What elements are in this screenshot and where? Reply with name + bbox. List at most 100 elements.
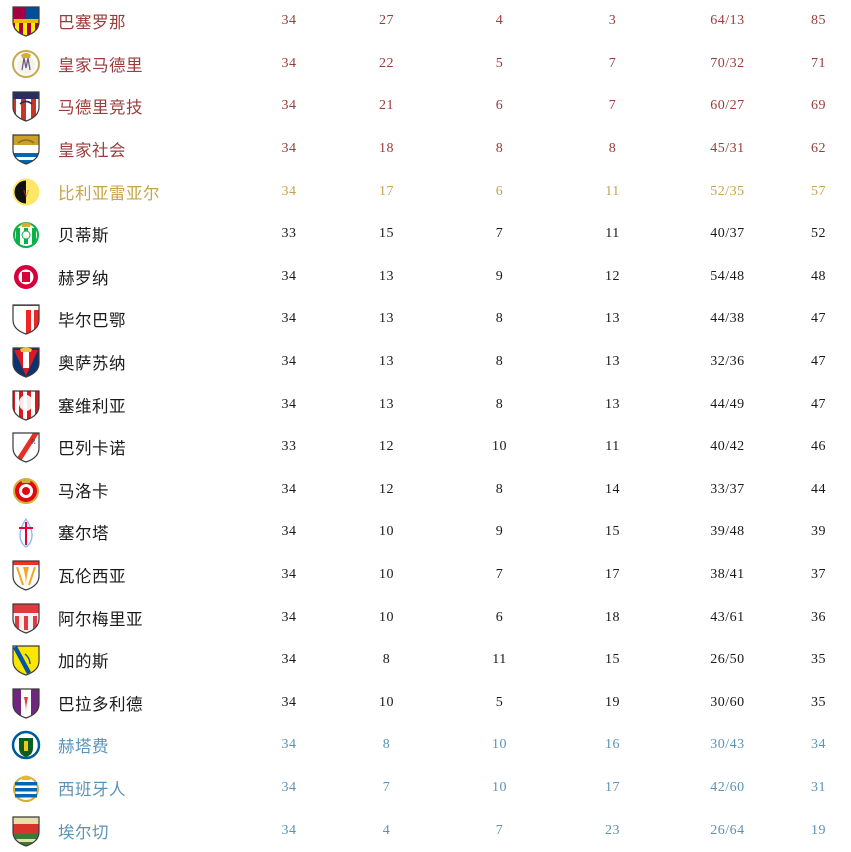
cell-lost: 12	[605, 268, 620, 284]
cell-goals: 38/41	[710, 567, 745, 583]
cell-won: 17	[379, 183, 394, 199]
team-name[interactable]: 奥萨苏纳	[58, 355, 126, 374]
cell-won: 13	[379, 311, 394, 327]
cell-points: 69	[811, 98, 826, 114]
cell-points: 62	[811, 141, 826, 157]
cell-played: 34	[281, 396, 297, 412]
cell-points: 47	[811, 311, 826, 327]
cell-won: 8	[382, 652, 391, 668]
table-row[interactable]: 赫罗纳 34 13 9 12 54/48 48	[0, 256, 851, 299]
team-name[interactable]: 毕尔巴鄂	[58, 312, 126, 331]
cell-played: 34	[281, 737, 297, 753]
cell-played: 34	[281, 652, 297, 668]
cell-points: 52	[811, 226, 826, 242]
team-name[interactable]: 赫塔费	[58, 738, 109, 757]
team-name[interactable]: 阿尔梅里亚	[58, 610, 143, 629]
table-row[interactable]: R 巴列卡诺 33 12 10 11 40/42 46	[0, 426, 851, 469]
cell-drawn: 6	[495, 609, 504, 625]
team-name[interactable]: 埃尔切	[58, 823, 109, 842]
team-name[interactable]: 马洛卡	[58, 482, 109, 501]
valencia-crest-icon	[0, 559, 52, 591]
table-row[interactable]: 奥萨苏纳 34 13 8 13 32/36 47	[0, 341, 851, 384]
team-name[interactable]: 塞尔塔	[58, 525, 109, 544]
cell-played: 33	[281, 439, 297, 455]
table-row[interactable]: 瓦伦西亚 34 10 7 17 38/41 37	[0, 554, 851, 597]
cell-won: 13	[379, 396, 394, 412]
cell-lost: 11	[605, 439, 620, 455]
espanyol-crest-icon	[0, 772, 52, 804]
cell-lost: 13	[605, 311, 620, 327]
team-name[interactable]: 瓦伦西亚	[58, 568, 126, 587]
table-row[interactable]: 皇家马德里 34 22 5 7 70/32 71	[0, 43, 851, 86]
table-row[interactable]: 西班牙人 34 7 10 17 42/60 31	[0, 767, 851, 810]
team-name[interactable]: 加的斯	[58, 653, 109, 672]
cell-drawn: 10	[492, 439, 507, 455]
table-row[interactable]: 塞尔塔 34 10 9 15 39/48 39	[0, 511, 851, 554]
real-sociedad-crest-icon	[0, 133, 52, 165]
team-name[interactable]: 巴拉多利德	[58, 695, 143, 714]
table-row[interactable]: 埃尔切 34 4 7 23 26/64 19	[0, 809, 851, 852]
table-row[interactable]: 阿尔梅里亚 34 10 6 18 43/61 36	[0, 596, 851, 639]
table-row[interactable]: 贝蒂斯 33 15 7 11 40/37 52	[0, 213, 851, 256]
cell-drawn: 5	[495, 55, 504, 71]
team-name[interactable]: 塞维利亚	[58, 397, 126, 416]
cell-points: 35	[811, 694, 826, 710]
table-row[interactable]: 加的斯 34 8 11 15 26/50 35	[0, 639, 851, 682]
team-name[interactable]: 皇家马德里	[58, 56, 143, 75]
cell-drawn: 10	[492, 779, 507, 795]
team-name[interactable]: 皇家社会	[58, 142, 126, 161]
cell-goals: 32/36	[710, 354, 745, 370]
cell-won: 21	[379, 98, 394, 114]
table-row[interactable]: 马德里竞技 34 21 6 7 60/27 69	[0, 85, 851, 128]
team-name[interactable]: 马德里竞技	[58, 99, 143, 118]
cadiz-crest-icon	[0, 644, 52, 676]
team-name[interactable]: 赫罗纳	[58, 269, 109, 288]
cell-goals: 54/48	[710, 268, 745, 284]
cell-goals: 30/43	[710, 737, 745, 753]
cell-goals: 40/37	[710, 226, 745, 242]
cell-won: 10	[379, 609, 394, 625]
valladolid-crest-icon	[0, 687, 52, 719]
cell-played: 34	[281, 524, 297, 540]
cell-goals: 60/27	[710, 98, 745, 114]
cell-points: 34	[811, 737, 826, 753]
team-name[interactable]: 巴列卡诺	[58, 440, 126, 459]
atletico-madrid-crest-icon	[0, 90, 52, 123]
team-name[interactable]: 比利亚雷亚尔	[58, 184, 160, 203]
cell-drawn: 8	[495, 354, 504, 370]
cell-points: 31	[811, 779, 826, 795]
cell-lost: 3	[608, 13, 617, 29]
cell-lost: 19	[605, 694, 620, 710]
cell-drawn: 5	[495, 694, 504, 710]
team-name[interactable]: 西班牙人	[58, 780, 126, 799]
table-row[interactable]: 皇家社会 34 18 8 8 45/31 62	[0, 128, 851, 171]
table-row[interactable]: 毕尔巴鄂 34 13 8 13 44/38 47	[0, 298, 851, 341]
table-row[interactable]: 塞维利亚 34 13 8 13 44/49 47	[0, 383, 851, 426]
cell-won: 10	[379, 694, 394, 710]
table-row[interactable]: 巴塞罗那 34 27 4 3 64/13 85	[0, 0, 851, 43]
cell-played: 34	[281, 98, 297, 114]
table-row[interactable]: V 比利亚雷亚尔 34 17 6 11 52/35 57	[0, 170, 851, 213]
table-row[interactable]: 巴拉多利德 34 10 5 19 30/60 35	[0, 682, 851, 725]
team-name[interactable]: 巴塞罗那	[58, 14, 126, 33]
cell-played: 34	[281, 822, 297, 838]
table-row[interactable]: 马洛卡 34 12 8 14 33/37 44	[0, 469, 851, 512]
barcelona-crest-icon	[0, 5, 52, 37]
cell-goals: 40/42	[710, 439, 745, 455]
cell-played: 34	[281, 141, 297, 157]
cell-lost: 7	[608, 98, 617, 114]
team-name[interactable]: 贝蒂斯	[58, 227, 109, 246]
cell-lost: 15	[605, 652, 620, 668]
cell-played: 34	[281, 481, 297, 497]
athletic-bilbao-crest-icon	[0, 303, 52, 336]
cell-lost: 18	[605, 609, 620, 625]
cell-goals: 43/61	[710, 609, 745, 625]
cell-points: 48	[811, 268, 826, 284]
cell-won: 8	[382, 737, 391, 753]
cell-drawn: 9	[495, 268, 504, 284]
real-madrid-crest-icon	[0, 48, 52, 80]
cell-lost: 17	[605, 779, 620, 795]
cell-points: 19	[811, 822, 826, 838]
cell-lost: 17	[605, 567, 620, 583]
table-row[interactable]: 赫塔费 34 8 10 16 30/43 34	[0, 724, 851, 767]
